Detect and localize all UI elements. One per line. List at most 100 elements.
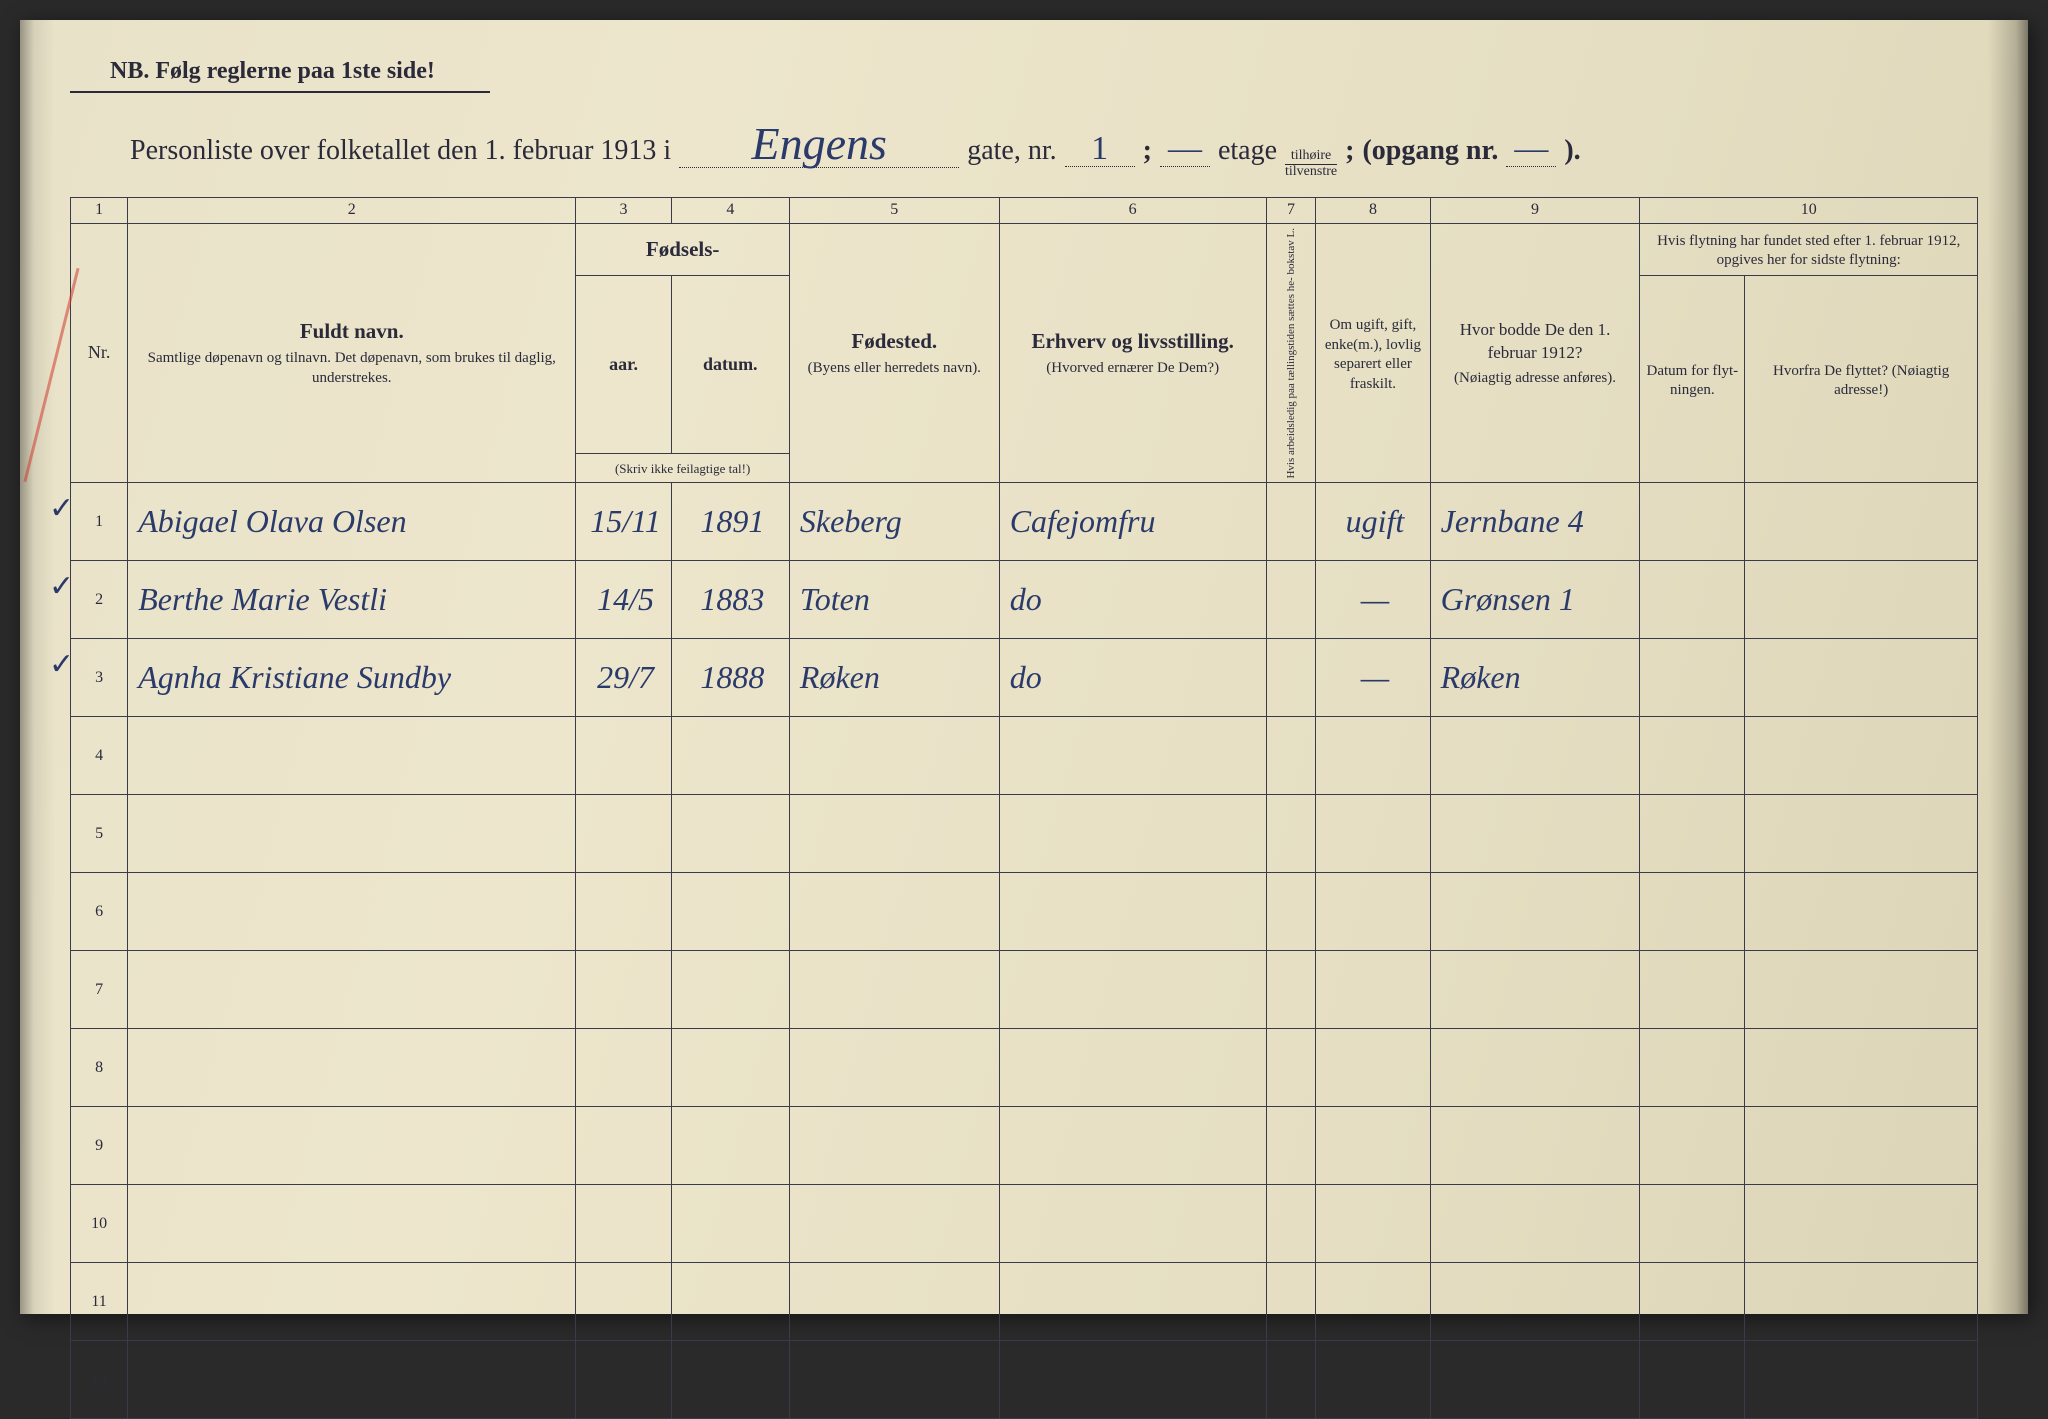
hdr-birth-year: aar.	[576, 275, 671, 454]
cell-mfrom	[1745, 951, 1978, 1029]
nb-notice: NB. Følg reglerne paa 1ste side!	[70, 50, 490, 93]
table-row: 11	[71, 1263, 1978, 1341]
hdr-birth-main: Fødsels-	[646, 237, 720, 261]
semicolon: ;	[1143, 135, 1152, 167]
cell-marital: —	[1316, 561, 1430, 639]
cell-prev	[1430, 795, 1640, 873]
hdr-move-from: Hvorfra De flyttet? (Nøiagtig adresse!)	[1745, 275, 1978, 483]
hdr-birth-group: Fødsels-	[576, 223, 790, 275]
cell-date	[671, 1263, 789, 1341]
census-table: 1 2 3 4 5 6 7 8 9 10 Nr. Fuldt navn. Sam…	[70, 197, 1978, 1419]
colnum-4: 4	[671, 198, 789, 224]
cell-mfrom	[1745, 1185, 1978, 1263]
cell-place: Toten	[789, 561, 999, 639]
cell-prev	[1430, 1107, 1640, 1185]
cell-date: 1883	[671, 561, 789, 639]
cell-col7	[1266, 561, 1316, 639]
hdr-move-text: Hvis flytning har fundet sted efter 1. f…	[1646, 232, 1971, 271]
cell-marital	[1316, 951, 1430, 1029]
cell-marital	[1316, 795, 1430, 873]
cell-mdate	[1640, 1263, 1745, 1341]
row-number: 1✓	[71, 483, 128, 561]
gate-nr-field: 1	[1065, 132, 1135, 167]
cell-mdate	[1640, 873, 1745, 951]
cell-place	[789, 1185, 999, 1263]
cell-mdate	[1640, 717, 1745, 795]
cell-prev	[1430, 1029, 1640, 1107]
row-number: 3✓	[71, 639, 128, 717]
colnum-6: 6	[999, 198, 1266, 224]
close-paren: ).	[1564, 135, 1580, 167]
cell-year: 14/5	[576, 561, 671, 639]
cell-date	[671, 873, 789, 951]
cell-mfrom	[1745, 1107, 1978, 1185]
cell-col7	[1266, 873, 1316, 951]
table-row: 12	[71, 1341, 1978, 1419]
cell-name	[128, 1107, 576, 1185]
cell-year: 29/7	[576, 639, 671, 717]
row-number: 8	[71, 1029, 128, 1107]
row-number: 10	[71, 1185, 128, 1263]
table-row: 9	[71, 1107, 1978, 1185]
cell-date	[671, 1185, 789, 1263]
row-number: 5	[71, 795, 128, 873]
cell-date	[671, 795, 789, 873]
cell-occ	[999, 795, 1266, 873]
colnum-1: 1	[71, 198, 128, 224]
colnum-2: 2	[128, 198, 576, 224]
cell-occ	[999, 1029, 1266, 1107]
hdr-col7: Hvis arbeidsledig paa tællingstiden sætt…	[1266, 223, 1316, 483]
cell-prev	[1430, 873, 1640, 951]
cell-occ: Cafejomfru	[999, 483, 1266, 561]
table-row: 3✓Agnha Kristiane Sundby29/71888Røkendo—…	[71, 639, 1978, 717]
row-number: 9	[71, 1107, 128, 1185]
cell-year	[576, 1107, 671, 1185]
gate-label: gate, nr.	[967, 135, 1056, 167]
hdr-occupation: Erhverv og livsstilling. (Hvorved ernære…	[999, 223, 1266, 483]
street-name-field: Engens	[679, 121, 959, 168]
cell-mfrom	[1745, 639, 1978, 717]
hdr-prev-sub: (Nøiagtig adresse anføres).	[1437, 369, 1634, 389]
semicolon-2: ;	[1345, 135, 1354, 167]
cell-mdate	[1640, 483, 1745, 561]
cell-name	[128, 795, 576, 873]
checkmark-icon: ✓	[49, 647, 74, 682]
cell-occ	[999, 1107, 1266, 1185]
table-row: 2✓Berthe Marie Vestli14/51883Totendo—Grø…	[71, 561, 1978, 639]
cell-place	[789, 1263, 999, 1341]
cell-col7	[1266, 951, 1316, 1029]
hdr-birthplace-main: Fødested.	[851, 329, 937, 353]
cell-mfrom	[1745, 1341, 1978, 1419]
colnum-3: 3	[576, 198, 671, 224]
cell-name: Berthe Marie Vestli	[128, 561, 576, 639]
hdr-prev-main: Hvor bodde De den 1. februar 1912?	[1460, 320, 1611, 362]
cell-marital	[1316, 1029, 1430, 1107]
cell-year	[576, 795, 671, 873]
hdr-name: Fuldt navn. Samtlige døpenavn og tilnavn…	[128, 223, 576, 483]
table-row: 4	[71, 717, 1978, 795]
cell-year	[576, 717, 671, 795]
cell-date	[671, 717, 789, 795]
table-row: 1✓Abigael Olava Olsen15/111891SkebergCaf…	[71, 483, 1978, 561]
cell-marital	[1316, 873, 1430, 951]
cell-place	[789, 873, 999, 951]
cell-occ	[999, 951, 1266, 1029]
hdr-move-date-text: Datum for flyt-ningen.	[1646, 362, 1738, 401]
cell-col7	[1266, 639, 1316, 717]
cell-mfrom	[1745, 1263, 1978, 1341]
cell-mdate	[1640, 1341, 1745, 1419]
cell-mdate	[1640, 1185, 1745, 1263]
cell-name	[128, 717, 576, 795]
cell-occ	[999, 873, 1266, 951]
colnum-8: 8	[1316, 198, 1430, 224]
cell-prev	[1430, 1185, 1640, 1263]
cell-name	[128, 873, 576, 951]
hdr-nr: Nr.	[71, 223, 128, 483]
hdr-birthplace-sub: (Byens eller herredets navn).	[796, 359, 993, 379]
cell-prev	[1430, 1341, 1640, 1419]
blank-field-1: —	[1160, 132, 1210, 167]
cell-place	[789, 1107, 999, 1185]
cell-col7	[1266, 1107, 1316, 1185]
cell-name	[128, 1029, 576, 1107]
cell-col7	[1266, 483, 1316, 561]
